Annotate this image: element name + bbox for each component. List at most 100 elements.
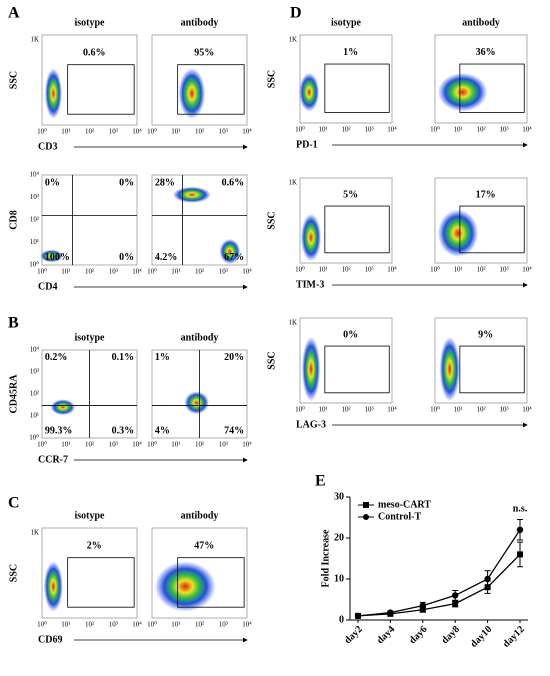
panel-label: B xyxy=(8,315,19,332)
gate xyxy=(67,64,135,115)
x-tick-label: 10³ xyxy=(364,266,373,274)
y-tick-label: 1K xyxy=(288,179,297,187)
x-axis-label: CD69 xyxy=(38,634,62,645)
x-tick-label: 10⁴ xyxy=(522,406,532,414)
x-tick-label: 10³ xyxy=(219,441,228,449)
plot-title: isotype xyxy=(75,510,106,521)
x-tick-label: 10⁴ xyxy=(522,126,532,134)
gate xyxy=(459,63,525,113)
quadrant-percent: 0.3% xyxy=(112,425,135,436)
panel-label: D xyxy=(290,5,302,22)
density-cloud xyxy=(50,399,76,416)
gate-percent: 17% xyxy=(476,189,496,200)
x-tick-label: 10⁴ xyxy=(387,266,397,274)
x-tick-label: day8 xyxy=(440,624,462,646)
x-tick-label: 10³ xyxy=(219,128,228,136)
x-tick-label: 10¹ xyxy=(453,266,462,274)
y-tick-label: 10² xyxy=(30,216,39,224)
y-tick-label: 10⁰ xyxy=(29,261,39,269)
x-tick-label: 10² xyxy=(195,268,204,276)
x-tick-label: 10⁰ xyxy=(37,128,47,136)
y-tick-label: 10⁴ xyxy=(30,171,40,179)
data-point xyxy=(452,600,459,607)
gate-percent: 47% xyxy=(194,540,214,551)
x-tick-label: 10⁰ xyxy=(147,441,157,449)
y-axis-label: Fold Increase xyxy=(320,529,331,587)
y-tick-label: 1K xyxy=(288,319,297,327)
legend-label: meso-CART xyxy=(378,499,431,510)
x-tick-label: 10³ xyxy=(109,268,118,276)
x-tick-label: 10⁰ xyxy=(430,406,440,414)
x-tick-label: 10¹ xyxy=(61,268,70,276)
density-cloud xyxy=(184,391,209,415)
x-tick-label: 10⁰ xyxy=(147,268,157,276)
x-tick-label: 10⁴ xyxy=(387,126,397,134)
x-tick-label: day6 xyxy=(407,624,429,646)
gate xyxy=(67,557,135,608)
x-tick-label: 10³ xyxy=(364,126,373,134)
plot-title: isotype xyxy=(331,17,362,28)
density-cloud xyxy=(154,561,216,612)
gate-percent: 1% xyxy=(343,47,358,58)
x-tick-label: day4 xyxy=(375,624,397,646)
gate xyxy=(459,205,525,254)
y-tick-label: 10⁴ xyxy=(30,346,40,354)
quadrant-percent: 0.1% xyxy=(112,352,135,363)
x-tick-label: 10⁴ xyxy=(132,441,142,449)
quadrant-percent: 100% xyxy=(45,252,70,263)
y-tick-label: 10³ xyxy=(30,193,39,201)
y-tick-label: 1K xyxy=(288,36,297,44)
density-cloud xyxy=(300,213,322,262)
x-tick-label: day12 xyxy=(501,624,527,650)
x-tick-label: 10² xyxy=(476,266,485,274)
density-cloud xyxy=(43,561,63,612)
y-tick-label: 0 xyxy=(339,614,344,625)
quadrant-percent: 1% xyxy=(155,352,170,363)
plot-title: antibody xyxy=(181,510,219,521)
gate-percent: 2% xyxy=(87,540,102,551)
quadrant-percent: 0.6% xyxy=(222,177,245,188)
plot-frame xyxy=(41,174,138,266)
quadrant-percent: 0.2% xyxy=(45,352,68,363)
series-line xyxy=(357,529,521,617)
panel-label: C xyxy=(8,495,20,512)
plot-title: antibody xyxy=(181,17,219,28)
y-tick-label: 10² xyxy=(30,390,39,398)
quadrant-percent: 4.2% xyxy=(155,252,178,263)
x-tick-label: 10¹ xyxy=(453,126,462,134)
x-axis-label: CD4 xyxy=(38,281,57,292)
data-point xyxy=(419,602,426,609)
density-cloud xyxy=(437,209,479,258)
x-tick-label: 10² xyxy=(476,126,485,134)
x-tick-label: day2 xyxy=(342,624,364,646)
x-tick-label: 10² xyxy=(85,621,94,629)
data-point xyxy=(516,526,524,533)
y-tick-label: 20 xyxy=(334,532,344,543)
y-tick-label: 1K xyxy=(30,529,39,537)
x-tick-label: 10³ xyxy=(109,128,118,136)
x-tick-label: 10² xyxy=(85,128,94,136)
x-tick-label: 10⁰ xyxy=(37,268,47,276)
y-tick-label: 10¹ xyxy=(30,412,39,420)
x-tick-label: 10⁴ xyxy=(242,128,252,136)
y-axis-label: SSC xyxy=(266,70,277,88)
density-cloud xyxy=(44,68,62,119)
x-axis-label: TIM-3 xyxy=(296,279,324,290)
density-cloud xyxy=(40,249,63,263)
gate xyxy=(177,64,245,115)
quadrant-percent: 0% xyxy=(119,252,134,263)
x-axis-label: CD3 xyxy=(38,141,57,152)
x-tick-label: 10³ xyxy=(499,126,508,134)
x-tick-label: 10⁰ xyxy=(37,621,47,629)
y-tick-label: 10¹ xyxy=(30,238,39,246)
x-tick-label: 10¹ xyxy=(61,128,70,136)
gate xyxy=(324,205,390,254)
x-tick-label: 10⁴ xyxy=(522,266,532,274)
gate-percent: 36% xyxy=(476,47,496,58)
x-tick-label: 10¹ xyxy=(61,441,70,449)
x-tick-label: 10² xyxy=(195,441,204,449)
x-tick-label: 10⁴ xyxy=(132,268,142,276)
density-cloud xyxy=(437,72,488,112)
quadrant-percent: 99.3% xyxy=(45,425,73,436)
